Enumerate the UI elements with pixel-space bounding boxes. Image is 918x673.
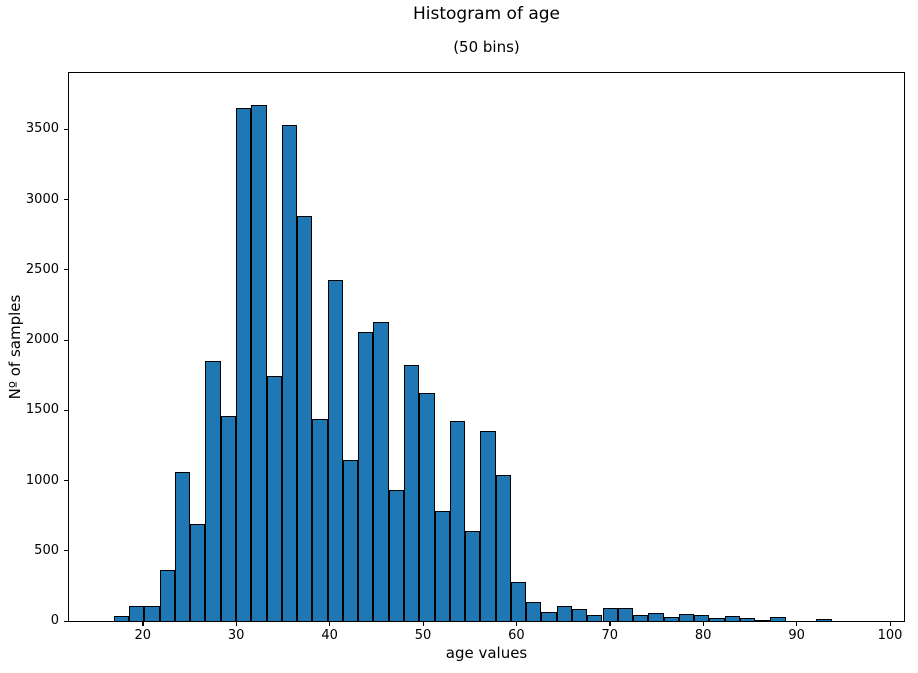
x-tick-label: 40	[321, 628, 338, 643]
y-tick-label: 1500	[25, 402, 59, 418]
x-tick-mark	[796, 622, 798, 626]
histogram-bar	[587, 615, 603, 621]
histogram-bar	[129, 605, 145, 621]
y-tick-mark	[64, 409, 68, 411]
y-tick-label: 3500	[25, 121, 59, 137]
y-tick-mark	[64, 269, 68, 271]
x-tick-label: 100	[877, 628, 903, 643]
x-tick-label: 50	[414, 628, 432, 643]
histogram-bar	[633, 615, 649, 621]
histogram-bar	[434, 511, 450, 621]
histogram-bar	[617, 607, 634, 621]
y-tick-label: 500	[34, 542, 59, 558]
y-tick-mark	[64, 480, 68, 482]
histogram-bar	[678, 613, 695, 621]
histogram-bar	[556, 606, 572, 621]
histogram-bar	[602, 607, 618, 621]
histogram-bar	[724, 616, 740, 621]
y-tick-mark	[64, 339, 68, 341]
histogram-bar	[373, 321, 389, 621]
histogram-bar	[113, 616, 130, 621]
x-tick-label: 30	[227, 628, 245, 643]
histogram-bar	[571, 609, 588, 621]
histogram-bar	[174, 472, 191, 621]
histogram-bar	[388, 490, 404, 621]
y-tick-label: 2000	[25, 332, 59, 347]
x-tick-mark	[235, 622, 237, 626]
y-tick-label: 3000	[25, 191, 59, 207]
histogram-bar	[770, 616, 786, 621]
x-tick-mark	[889, 622, 891, 626]
x-tick-label: 70	[601, 628, 619, 643]
histogram-bar	[297, 216, 313, 621]
histogram-bar	[648, 613, 664, 621]
histogram-bar	[465, 531, 481, 621]
y-tick-mark	[64, 128, 68, 130]
x-tick-mark	[609, 622, 611, 626]
histogram-bar	[495, 474, 511, 621]
x-tick-mark	[515, 622, 518, 626]
histogram-bar	[694, 614, 710, 621]
histogram-bar	[480, 431, 496, 621]
histogram-bar	[342, 460, 359, 621]
x-axis-label: age values	[445, 644, 528, 662]
histogram-bar	[220, 415, 236, 621]
chart-title: Histogram of age	[412, 4, 561, 24]
histogram-bar	[755, 619, 771, 621]
histogram-bar	[541, 611, 557, 621]
histogram-bar	[327, 279, 343, 621]
histogram-bar	[709, 617, 725, 621]
histogram-bar	[251, 105, 267, 621]
histogram-bar	[510, 581, 527, 621]
x-tick-label: 80	[694, 628, 712, 643]
histogram-bar	[281, 125, 298, 621]
y-tick-label: 2500	[25, 261, 59, 277]
x-tick-label: 20	[134, 628, 152, 643]
y-tick-mark	[64, 199, 68, 201]
histogram-bar	[403, 365, 420, 621]
histogram-bar	[266, 375, 282, 621]
x-tick-label: 90	[788, 628, 805, 643]
histogram-bar	[419, 392, 435, 621]
histogram-bar	[358, 331, 374, 621]
chart-subtitle: (50 bins)	[453, 38, 520, 56]
histogram-bar	[526, 602, 542, 621]
histogram-bar	[739, 617, 756, 621]
histogram-bar	[205, 361, 221, 621]
histogram-bar	[663, 616, 679, 621]
y-tick-mark	[64, 550, 68, 552]
x-tick-label: 60	[508, 628, 525, 643]
y-tick-label: 1000	[25, 472, 59, 488]
histogram-bar	[816, 619, 832, 621]
histogram-bar	[190, 524, 206, 621]
histogram-bar	[144, 605, 160, 621]
y-tick-mark	[64, 620, 68, 622]
x-tick-mark	[329, 622, 331, 626]
histogram-bar	[159, 569, 175, 621]
plot-area: 0 500 1000 1500 2000 2500 3000 3500 20 30 40 50 60 7…	[26, 72, 905, 643]
histogram-bar	[312, 418, 328, 621]
x-tick-mark	[142, 622, 144, 626]
x-tick-mark	[422, 622, 424, 626]
histogram-bar	[449, 421, 466, 621]
y-tick-label: 0	[50, 613, 59, 628]
histogram-bar	[236, 108, 252, 621]
x-tick-mark	[702, 622, 704, 626]
